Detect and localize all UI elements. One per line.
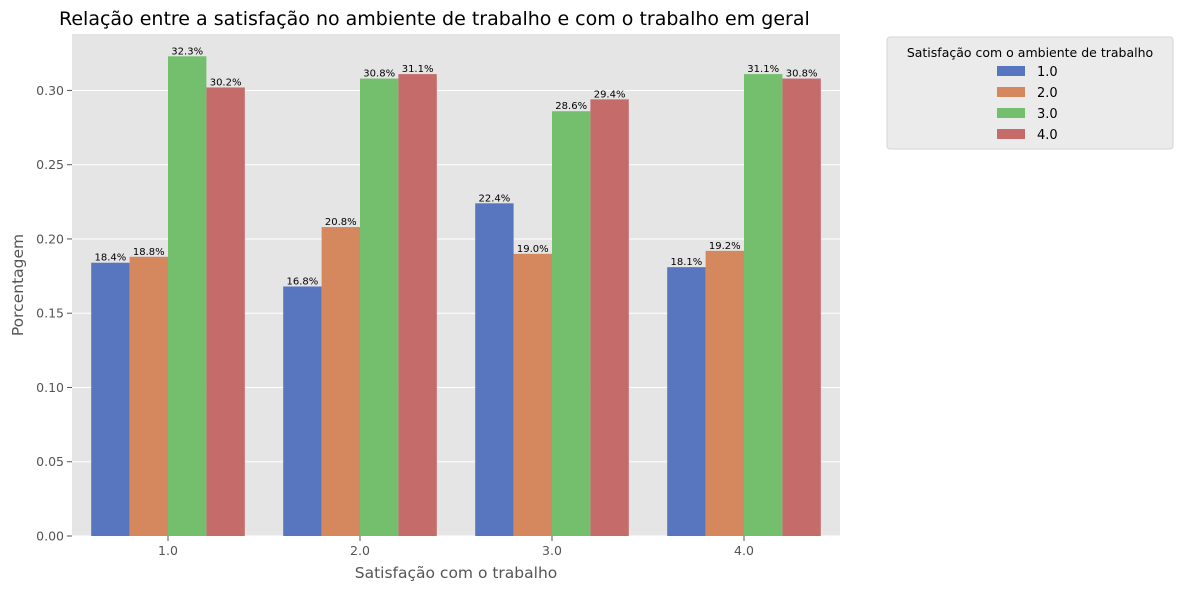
- bar-1.0-4.0: [667, 267, 706, 536]
- bar-2.0-3.0: [513, 253, 552, 536]
- bar-1.0-3.0: [475, 203, 514, 537]
- bars: 18.4% 18.8% 32.3% 30.2% 16.8% 20.8% 30.8% 31.1%…: [91, 46, 821, 537]
- bar-2.0-4.0: [705, 250, 744, 536]
- data-label: 22.4%: [479, 193, 511, 204]
- x-axis-label: Satisfação com o trabalho: [355, 564, 558, 582]
- y-tick-label: 0.05: [36, 454, 64, 469]
- x-axis-ticks: 1.0 2.0 3.0 4.0: [158, 536, 754, 558]
- data-label: 18.1%: [671, 257, 703, 268]
- data-label: 28.6%: [555, 101, 587, 112]
- data-label: 30.2%: [210, 77, 242, 88]
- y-tick-label: 0.10: [36, 380, 64, 395]
- data-label: 30.8%: [786, 69, 818, 80]
- data-label: 18.8%: [133, 247, 165, 258]
- data-label: 18.4%: [95, 253, 127, 264]
- data-label: 30.8%: [363, 69, 395, 80]
- legend-items: 1.0 2.0 3.0 4.0: [997, 65, 1058, 143]
- data-label: 29.4%: [594, 89, 626, 100]
- bar-3.0-2.0: [360, 78, 399, 536]
- y-tick-label: 0.25: [36, 157, 64, 172]
- y-tick-label: 0.00: [36, 529, 64, 544]
- x-tick-label: 3.0: [542, 543, 562, 558]
- chart-title: Relação entre a satisfação no ambiente d…: [59, 8, 810, 30]
- legend-label: 1.0: [1037, 65, 1058, 80]
- legend-label: 4.0: [1037, 128, 1058, 143]
- data-label: 16.8%: [287, 276, 319, 287]
- y-tick-label: 0.20: [36, 231, 64, 246]
- bar-4.0-2.0: [398, 74, 437, 537]
- y-tick-label: 0.30: [36, 83, 64, 98]
- legend-title: Satisfação com o ambiente de trabalho: [907, 45, 1153, 60]
- data-label: 20.8%: [325, 217, 357, 228]
- legend-swatch: [997, 66, 1025, 76]
- legend-swatch: [997, 87, 1025, 97]
- legend-label: 2.0: [1037, 86, 1058, 101]
- legend-box: [886, 36, 1174, 150]
- bar-3.0-1.0: [168, 56, 207, 536]
- data-label: 31.1%: [747, 64, 779, 75]
- bar-1.0-2.0: [283, 286, 322, 536]
- data-label: 31.1%: [402, 64, 434, 75]
- bar-4.0-3.0: [590, 99, 629, 536]
- y-axis-ticks: 0.00 0.05 0.10 0.15 0.20 0.25 0.30: [36, 83, 72, 544]
- data-label: 19.2%: [709, 241, 741, 252]
- bar-4.0-1.0: [206, 87, 245, 536]
- data-label: 32.3%: [171, 46, 203, 57]
- bar-1.0-1.0: [91, 262, 130, 536]
- legend-swatch: [997, 129, 1025, 139]
- legend-label: 3.0: [1037, 107, 1058, 122]
- y-axis-label: Porcentagem: [9, 234, 27, 336]
- y-tick-label: 0.15: [36, 306, 64, 321]
- bar-4.0-4.0: [782, 78, 821, 536]
- bar-3.0-4.0: [744, 74, 783, 537]
- data-label: 19.0%: [517, 244, 549, 255]
- bar-3.0-3.0: [552, 111, 591, 536]
- legend: Satisfação com o ambiente de trabalho 1.…: [886, 36, 1174, 150]
- x-tick-label: 1.0: [158, 543, 178, 558]
- bar-2.0-2.0: [321, 227, 360, 537]
- bar-2.0-1.0: [129, 256, 168, 536]
- legend-swatch: [997, 108, 1025, 118]
- x-tick-label: 4.0: [734, 543, 754, 558]
- x-tick-label: 2.0: [350, 543, 370, 558]
